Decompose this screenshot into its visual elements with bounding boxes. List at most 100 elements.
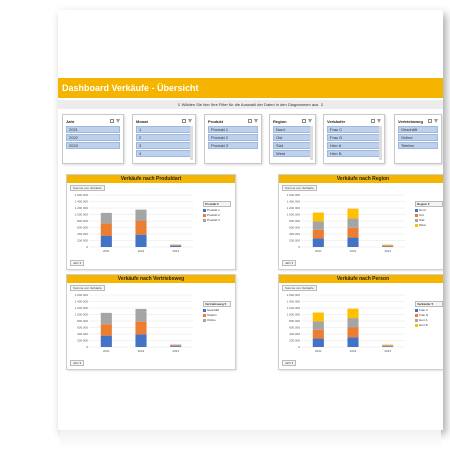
multi-select-icon[interactable] (182, 119, 186, 123)
slicer-item[interactable]: Online (398, 134, 438, 141)
y-tick-label: 800.000 (289, 319, 300, 323)
dashboard-title: Dashboard Verkäufe - Übersicht (58, 78, 443, 98)
slicer-jahr[interactable]: Jahr 2021 2022 2023 (62, 114, 124, 164)
axis-field-button[interactable]: Jahr ▾ (282, 360, 297, 366)
slicer-produkt[interactable]: Produkt Produkt 1 Produkt 2 Produkt 3 (204, 114, 262, 164)
clear-filter-icon[interactable] (188, 119, 192, 123)
slicer-scrollbar[interactable] (379, 126, 382, 160)
value-field-button[interactable]: Summe von Verkäufe (282, 185, 317, 191)
slicer-item[interactable]: 2022 (66, 134, 120, 141)
legend-swatch (415, 323, 418, 327)
legend-item: Süd (415, 218, 443, 222)
slicer-item[interactable]: Frau C (327, 126, 381, 133)
legend-label: Online (207, 318, 216, 322)
slicer-verkäufer[interactable]: Verkäufer Frau C Frau D Herr A Herr B (323, 114, 385, 164)
slicer-scrollbar[interactable] (190, 126, 193, 160)
bar-segment (312, 321, 324, 330)
slicer-item[interactable]: Ost (273, 134, 312, 141)
legend-field-button[interactable]: Region ▾ (415, 201, 443, 207)
slicer-item[interactable]: Produkt 2 (208, 134, 258, 141)
chart-panel[interactable]: Verkäufe nach Produktart Summe von Verkäu… (66, 174, 236, 270)
legend-swatch (415, 318, 418, 322)
slicer-item[interactable]: 4 (136, 150, 192, 157)
slicer-item[interactable]: Geschäft (398, 126, 438, 133)
y-tick-label: 400.000 (77, 332, 88, 336)
legend-label: Produkt 3 (207, 218, 220, 222)
multi-select-icon[interactable] (428, 119, 432, 123)
legend-field-button[interactable]: Produkt ▾ (203, 201, 231, 207)
chart-panel[interactable]: Verkäufe nach Vertriebsweg Summe von Verk… (66, 274, 236, 370)
slicer-scrollbar[interactable] (310, 126, 313, 160)
legend-item: Frau D (415, 313, 443, 317)
slicer-item[interactable]: Produkt 1 (208, 126, 258, 133)
multi-select-icon[interactable] (248, 119, 252, 123)
multi-select-icon[interactable] (371, 119, 375, 123)
x-tick-label: 2023 (172, 249, 179, 253)
slicer-item[interactable]: Herr B (327, 150, 381, 157)
y-tick-label: 1.000.000 (75, 313, 89, 317)
legend-label: Produkt 1 (207, 208, 220, 212)
chart-legend: Region ▾ Nord Ost Süd West (415, 201, 443, 227)
slicer-item[interactable]: 1 (136, 126, 192, 133)
y-tick-label: 1.600.000 (75, 193, 89, 197)
slicer-region[interactable]: Region Nord Ost Süd West (269, 114, 316, 164)
legend-label: Frau D (419, 313, 429, 317)
slicer-title: Vertriebsweg (398, 118, 423, 124)
axis-field-button[interactable]: Jahr ▾ (70, 260, 85, 266)
value-field-button[interactable]: Summe von Verkäufe (70, 185, 105, 191)
chart-title: Verkäufe nach Person (279, 275, 443, 283)
slicer-monat[interactable]: Monat 1 2 3 4 (132, 114, 196, 164)
bar-segment (135, 209, 147, 221)
slicer-item[interactable]: Herr A (327, 142, 381, 149)
slicer-item[interactable]: Produkt 3 (208, 142, 258, 149)
bar-segment (170, 344, 182, 346)
slicer-item[interactable]: 2023 (66, 142, 120, 149)
slicer-vertriebsweg[interactable]: Vertriebsweg Geschäft Online Telefon (394, 114, 442, 164)
slicer-item[interactable]: 2 (136, 134, 192, 141)
chart-panel[interactable]: Verkäufe nach Region Summe von Verkäufe 1.… (278, 174, 443, 270)
clear-filter-icon[interactable] (116, 119, 120, 123)
legend-label: West (419, 223, 426, 227)
slicer-item[interactable]: Frau D (327, 134, 381, 141)
multi-select-icon[interactable] (110, 119, 114, 123)
multi-select-icon[interactable] (302, 119, 306, 123)
x-tick-label: 2021 (315, 249, 322, 253)
stacked-bar-chart: 1.600.000 1.400.000 1.200.000 1.000.000 800.… (75, 293, 193, 353)
x-tick-label: 2022 (138, 349, 145, 353)
slicer-item[interactable]: Süd (273, 142, 312, 149)
axis-field-button[interactable]: Jahr ▾ (70, 360, 85, 366)
legend-label: Ost (419, 213, 424, 217)
clear-filter-icon[interactable] (254, 119, 258, 123)
value-field-button[interactable]: Summe von Verkäufe (70, 285, 105, 291)
slicer-item[interactable]: West (273, 150, 312, 157)
value-field-button[interactable]: Summe von Verkäufe (282, 285, 317, 291)
slicer-item[interactable]: 3 (136, 142, 192, 149)
clear-filter-icon[interactable] (377, 119, 381, 123)
legend-label: Geschäft (207, 308, 220, 312)
legend-swatch (415, 313, 418, 317)
legend-swatch (203, 213, 206, 217)
legend-swatch (203, 308, 206, 312)
y-tick-label: 200.000 (77, 239, 88, 243)
axis-field-button[interactable]: Jahr ▾ (282, 260, 297, 266)
chart-title: Verkäufe nach Vertriebsweg (67, 275, 235, 283)
slicer-item[interactable]: 2021 (66, 126, 120, 133)
slicer-header: Verkäufer (327, 117, 381, 125)
legend-item: Herr A (415, 318, 443, 322)
legend-field-button[interactable]: Verkäufer ▾ (415, 301, 443, 307)
bar-segment (170, 246, 182, 247)
clear-filter-icon[interactable] (308, 119, 312, 123)
legend-field-button[interactable]: Vertriebsweg ▾ (203, 301, 231, 307)
clear-filter-icon[interactable] (434, 119, 438, 123)
slicer-item[interactable]: Nord (273, 126, 312, 133)
bar-segment (382, 345, 394, 347)
chart-panel[interactable]: Verkäufe nach Person Summe von Verkäufe 1.… (278, 274, 443, 370)
legend-label: Herr A (419, 318, 428, 322)
legend-swatch (415, 208, 418, 212)
bar-segment (382, 246, 394, 247)
slicer-title: Produkt (208, 118, 224, 124)
y-tick-label: 400.000 (289, 332, 300, 336)
slicer-item[interactable]: Telefon (398, 142, 438, 149)
y-tick-label: 1.000.000 (287, 213, 301, 217)
y-tick-label: 400.000 (77, 232, 88, 236)
